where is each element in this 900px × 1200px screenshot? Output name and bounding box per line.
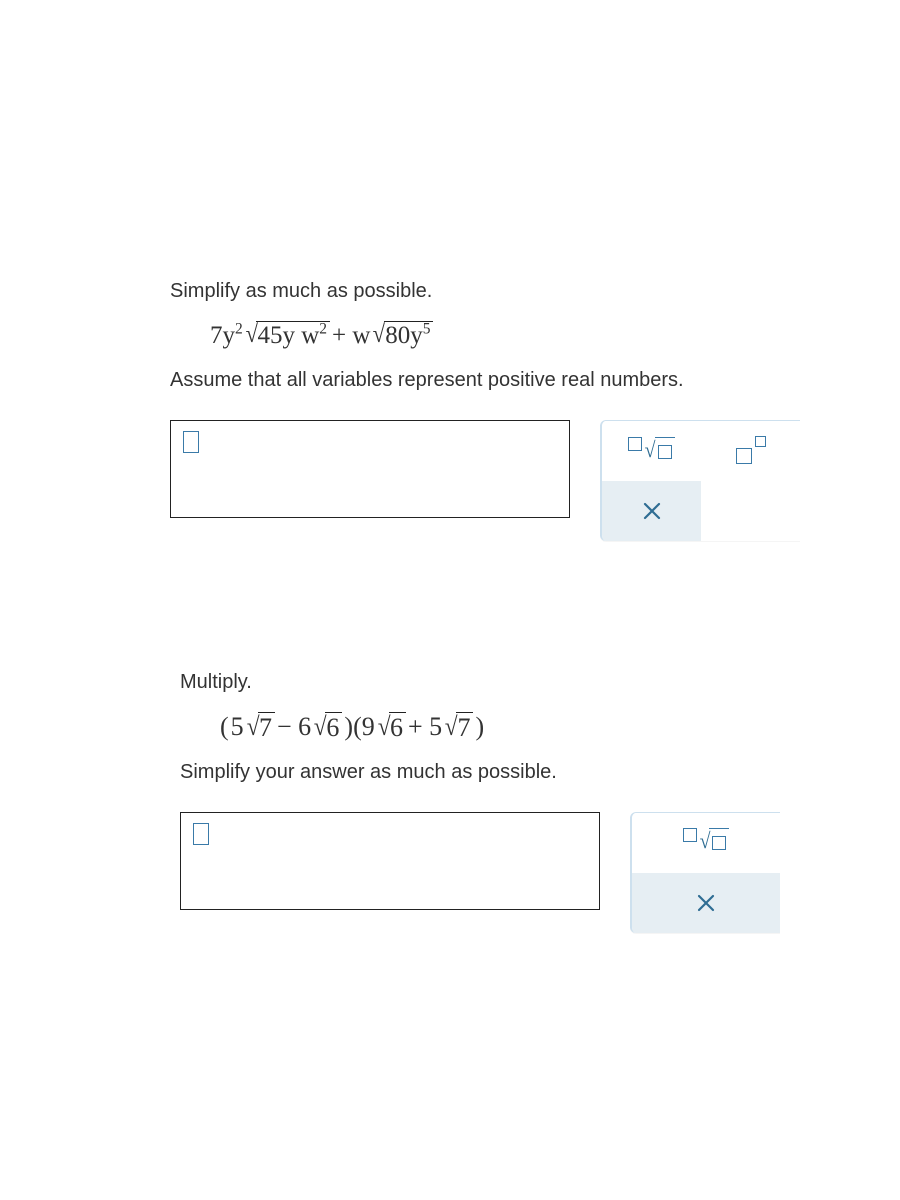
exponent-icon <box>734 436 768 466</box>
placeholder-icon <box>193 823 209 845</box>
math-worksheet: Simplify as much as possible. 7y2 √ 45y … <box>0 0 900 933</box>
expr-text: 5 <box>231 712 244 742</box>
answer-input[interactable] <box>170 420 570 518</box>
sqrt-icon: √6 <box>313 712 342 743</box>
placeholder-icon <box>183 431 199 453</box>
close-icon <box>642 501 662 521</box>
clear-button[interactable] <box>602 481 701 541</box>
expr-text: − 6 <box>277 712 311 742</box>
problem-note: Simplify your answer as much as possible… <box>180 761 900 784</box>
problem-prompt: Multiply. <box>180 671 900 694</box>
sqrt-icon: √7 <box>246 712 275 743</box>
insert-exponent-button[interactable] <box>701 421 800 481</box>
sqrt-icon: √7 <box>444 712 473 743</box>
close-icon <box>696 893 716 913</box>
problem-expression: 7y2 √ 45y w2 + w √ 80y5 <box>210 321 900 351</box>
sqrt-icon: √6 <box>377 712 406 743</box>
clear-button[interactable] <box>632 873 780 933</box>
answer-input[interactable] <box>180 812 600 910</box>
expr-text: ( <box>220 712 229 742</box>
problem-note: Assume that all variables represent posi… <box>170 369 900 392</box>
insert-sqrt-button[interactable]: √ <box>632 813 780 873</box>
palette-spacer <box>701 481 800 541</box>
sqrt-icon: √ <box>683 828 729 856</box>
insert-sqrt-button[interactable]: √ <box>602 421 701 481</box>
answer-row: √ <box>180 812 900 933</box>
problem-1: Simplify as much as possible. 7y2 √ 45y … <box>170 280 900 541</box>
sqrt-icon: √ <box>628 437 674 465</box>
sqrt-icon: √ 80y5 <box>372 321 433 351</box>
expr-text: 7y2 <box>210 322 243 350</box>
expr-text: ) <box>475 712 484 742</box>
sqrt-icon: √ 45y w2 <box>245 321 330 351</box>
math-palette: √ <box>630 812 780 933</box>
expr-text: )(9 <box>344 712 374 742</box>
problem-expression: ( 5 √7 − 6 √6 )(9 √6 + 5 √7 ) <box>220 712 900 743</box>
problem-prompt: Simplify as much as possible. <box>170 280 900 303</box>
math-palette: √ <box>600 420 800 541</box>
problem-2: Multiply. ( 5 √7 − 6 √6 )(9 √6 + 5 √7 ) … <box>170 671 900 933</box>
answer-row: √ <box>170 420 900 541</box>
expr-text: + w <box>332 322 370 350</box>
expr-text: + 5 <box>408 712 442 742</box>
